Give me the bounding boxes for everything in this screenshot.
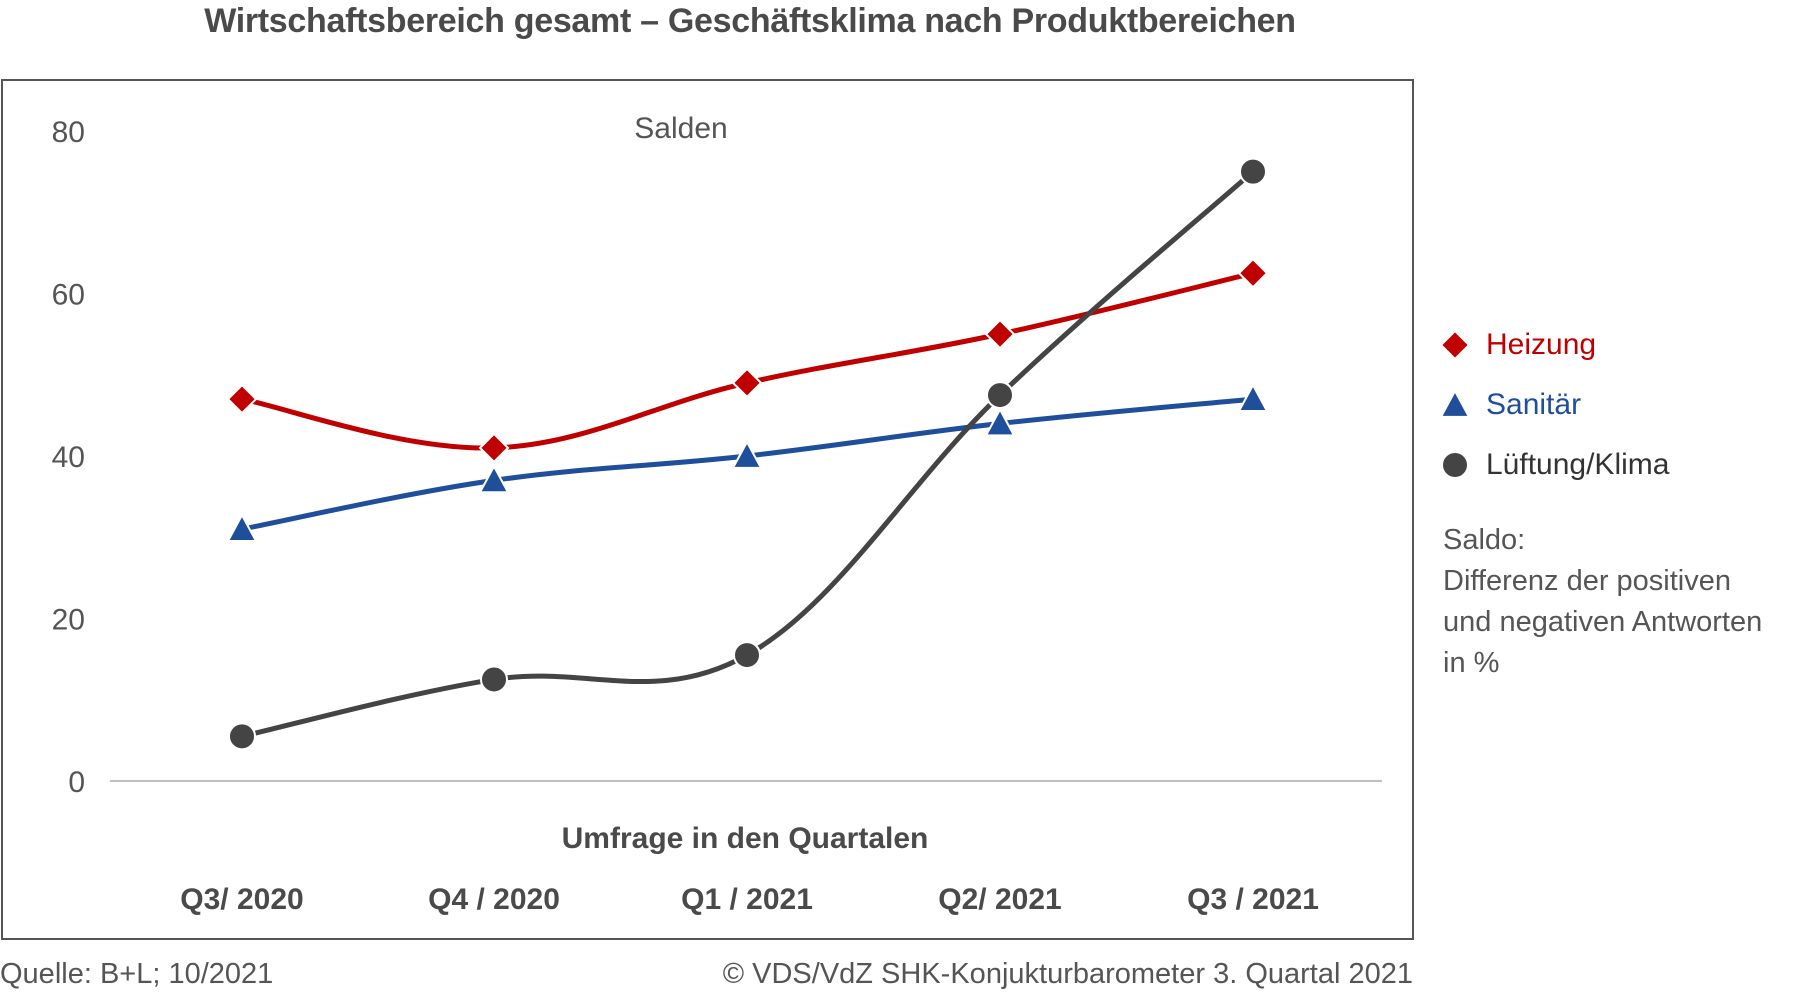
chart-frame bbox=[1, 79, 1414, 940]
data-point-sanit-r bbox=[478, 464, 510, 494]
data-point-heizung bbox=[984, 318, 1016, 350]
legend-marker bbox=[1440, 330, 1470, 360]
y-tick-label: 0 bbox=[68, 766, 85, 799]
y-tick-label: 80 bbox=[52, 116, 85, 149]
x-tick-label: Q2/ 2021 bbox=[938, 883, 1061, 916]
legend-label: Sanitär bbox=[1486, 388, 1582, 421]
x-tick-label: Q1 / 2021 bbox=[681, 883, 813, 916]
x-tick-label: Q4 / 2020 bbox=[428, 883, 560, 916]
series-line-heizung bbox=[241, 270, 1254, 451]
diamond-marker-icon bbox=[1440, 330, 1470, 360]
note-line: Saldo: bbox=[1443, 524, 1526, 556]
legend-label: Lüftung/Klima bbox=[1486, 448, 1670, 481]
series-line-l-ftung-klima bbox=[241, 169, 1255, 739]
data-point-l-ftung-klima bbox=[1239, 157, 1267, 186]
data-point-heizung bbox=[731, 367, 763, 399]
data-point-sanit-r bbox=[731, 439, 763, 469]
legend-marker bbox=[1441, 451, 1469, 479]
legend-marker bbox=[1440, 390, 1470, 418]
note-line: und negativen Antworten bbox=[1443, 606, 1763, 638]
legend-item-l-ftung-klima: Lüftung/Klima bbox=[1440, 435, 1669, 495]
circle-marker-icon bbox=[1441, 451, 1469, 479]
data-point-sanit-r bbox=[1237, 383, 1269, 413]
x-tick-label: Q3/ 2020 bbox=[180, 883, 303, 916]
y-tick-label: 20 bbox=[52, 604, 85, 637]
x-axis-title: Umfrage in den Quartalen bbox=[562, 822, 929, 855]
data-point-l-ftung-klima bbox=[733, 641, 761, 670]
data-point-heizung bbox=[1237, 257, 1269, 289]
x-tick-label: Q3 / 2021 bbox=[1187, 883, 1319, 916]
chart-title: Wirtschaftsbereich gesamt – Geschäftskli… bbox=[204, 2, 1296, 40]
data-point-l-ftung-klima bbox=[480, 665, 508, 694]
note-line: in % bbox=[1443, 647, 1500, 679]
data-point-heizung bbox=[478, 432, 510, 464]
copyright-text: © VDS/VdZ SHK-Konjukturbarometer 3. Quar… bbox=[722, 958, 1413, 990]
data-point-l-ftung-klima bbox=[228, 722, 256, 751]
data-point-sanit-r bbox=[984, 407, 1016, 437]
legend: Heizung Sanitär Lüftung/Klima bbox=[1440, 315, 1669, 495]
triangle-marker-icon bbox=[1440, 390, 1470, 418]
source-text: Quelle: B+L; 10/2021 bbox=[0, 958, 274, 990]
y-tick-label: 40 bbox=[52, 441, 85, 474]
y-tick-label: 60 bbox=[52, 279, 85, 312]
legend-item-sanit-r: Sanitär bbox=[1440, 375, 1669, 435]
legend-label: Heizung bbox=[1486, 328, 1597, 361]
data-point-l-ftung-klima bbox=[986, 381, 1014, 410]
chart-subtitle: Salden bbox=[634, 112, 727, 145]
legend-item-heizung: Heizung bbox=[1440, 315, 1669, 375]
data-point-sanit-r bbox=[226, 513, 258, 543]
data-point-heizung bbox=[226, 383, 258, 415]
saldo-note: Saldo: Differenz der positiven und negativ… bbox=[1443, 520, 1762, 684]
note-line: Differenz der positiven bbox=[1443, 565, 1732, 597]
